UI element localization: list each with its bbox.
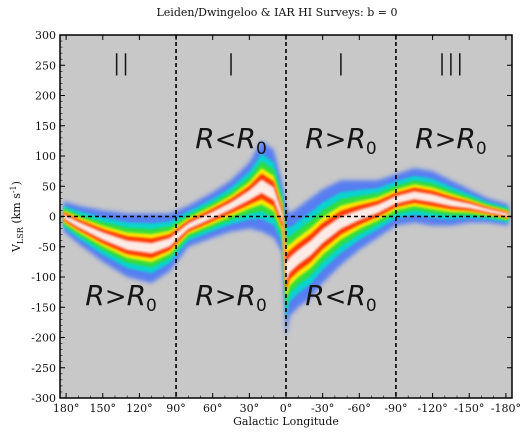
region-label: R>R0 (195, 279, 267, 316)
y-label-unit-sup: -1 (9, 185, 18, 193)
x-tick-label: -120° (417, 402, 447, 415)
region-label: R<R0 (305, 279, 377, 316)
region-label-r: R (305, 279, 324, 312)
y-tick-label: 250 (35, 59, 56, 72)
x-axis-label: Galactic Longitude (233, 415, 339, 428)
region-label-r: R (305, 122, 324, 155)
x-tick-label: 150° (90, 402, 117, 415)
region-label-rel: < (215, 125, 237, 155)
y-tick-label: 0 (49, 211, 56, 224)
y-tick-label: 100 (35, 150, 56, 163)
y-tick-label: 50 (42, 180, 56, 193)
region-label-sub: 0 (366, 296, 377, 316)
y-tick-label: -50 (38, 241, 56, 254)
x-tick-label: 60° (203, 402, 223, 415)
region-label-rel: > (215, 282, 237, 312)
region-label-r: R (195, 279, 214, 312)
x-tick-label: 90° (166, 402, 186, 415)
x-tick-label: 180° (53, 402, 80, 415)
y-tick-label: 300 (35, 29, 56, 42)
x-tick-label: -60° (348, 402, 371, 415)
region-label-r: R (85, 279, 104, 312)
y-axis-label-text: VLSR (km s-1) (9, 181, 25, 253)
y-tick-label: -200 (31, 332, 56, 345)
y-tick-label: -150 (31, 301, 56, 314)
chart-title: Leiden/Dwingeloo & IAR HI Surveys: b = 0 (156, 6, 398, 19)
region-label: R>R0 (85, 279, 157, 316)
y-label-sub: LSR (16, 226, 25, 244)
x-tick-label: 120° (126, 402, 153, 415)
region-label-r: R (415, 122, 434, 155)
region-label-rel: > (435, 125, 457, 155)
y-tick-label: 150 (35, 120, 56, 133)
y-label-unit: (km s (10, 193, 23, 227)
quadrant-label: I (227, 48, 236, 83)
y-tick-label: -100 (31, 271, 56, 284)
region-label-sub: 0 (256, 296, 267, 316)
region-label-sub: 0 (366, 139, 377, 159)
region-label-r0: R (237, 122, 256, 155)
x-tick-label: -90° (384, 402, 407, 415)
region-label-r: R (195, 122, 214, 155)
y-label-unit-close: ) (10, 181, 23, 185)
y-tick-label: -300 (31, 392, 56, 405)
x-tick-label: -150° (454, 402, 484, 415)
quadrant-label: III (438, 48, 465, 83)
y-label-main: V (10, 243, 23, 253)
region-label-r0: R (456, 122, 475, 155)
region-label-sub: 0 (256, 139, 267, 159)
x-tick-label: -180° (491, 402, 521, 415)
region-label: R>R0 (305, 122, 377, 159)
region-label-rel: > (325, 125, 347, 155)
y-tick-label: -250 (31, 362, 56, 375)
region-label-r0: R (346, 122, 365, 155)
region-label-sub: 0 (146, 296, 157, 316)
quadrant-label: II (112, 48, 130, 83)
quadrant-label: I (337, 48, 346, 83)
x-tick-label: 30° (240, 402, 260, 415)
region-label-sub: 0 (476, 139, 487, 159)
x-tick-label: -30° (311, 402, 334, 415)
x-tick-label: 0° (280, 402, 293, 415)
region-label: R<R0 (195, 122, 267, 159)
chart-overlay: 300250200150100500-50-100-150-200-250-30… (9, 29, 521, 428)
region-label-r0: R (346, 279, 365, 312)
region-label-r0: R (127, 279, 146, 312)
y-tick-label: 200 (35, 90, 56, 103)
y-axis-label: VLSR (km s-1) (9, 181, 25, 253)
region-label-rel: < (325, 282, 347, 312)
region-label-rel: > (105, 282, 127, 312)
region-label: R>R0 (415, 122, 487, 159)
region-label-r0: R (237, 279, 256, 312)
